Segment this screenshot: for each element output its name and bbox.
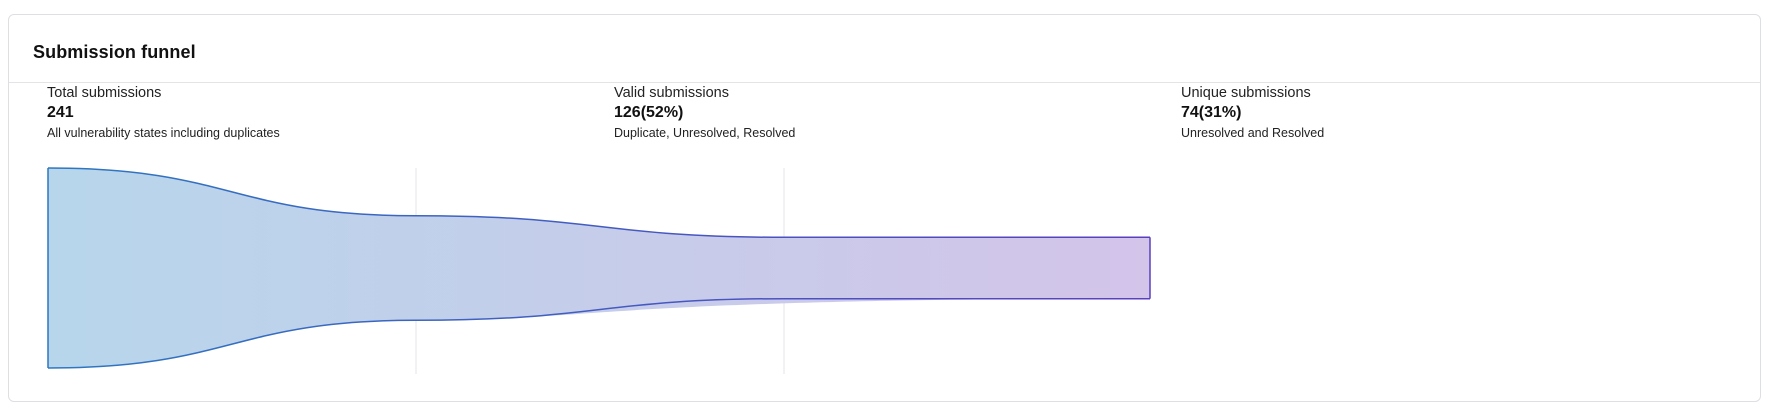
funnel-stage-total: Total submissions 241 All vulnerability … <box>47 84 587 141</box>
stage-label: Valid submissions <box>614 85 729 101</box>
stage-label: Unique submissions <box>1181 85 1311 101</box>
stage-description: All vulnerability states including dupli… <box>47 126 280 140</box>
stage-value: 126(52%) <box>614 104 684 121</box>
funnel-bottom-edge <box>47 297 1150 369</box>
stage-description: Unresolved and Resolved <box>1181 126 1325 140</box>
funnel-top-edge <box>47 167 1150 239</box>
stage-value: 241 <box>47 104 74 121</box>
stage-description: Duplicate, Unresolved, Resolved <box>614 126 796 140</box>
funnel-stage-unique: Unique submissions 74(31%) Unresolved an… <box>1181 84 1721 141</box>
card-title: Submission funnel <box>33 42 196 62</box>
funnel-area <box>48 168 1150 368</box>
funnel-stage-valid: Valid submissions 126(52%) Duplicate, Un… <box>614 84 1154 141</box>
card-header: Submission funnel <box>9 15 1760 83</box>
stage-label: Total submissions <box>47 85 162 101</box>
stage-value: 74(31%) <box>1181 104 1242 121</box>
